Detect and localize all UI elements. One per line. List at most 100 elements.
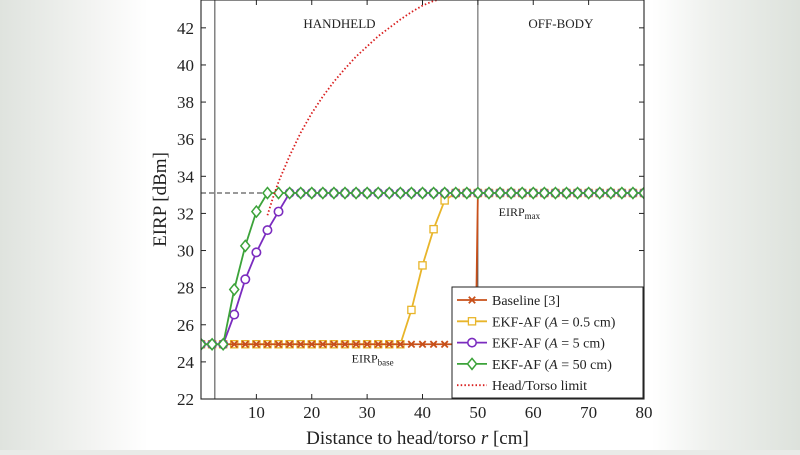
point-baseline xyxy=(241,340,250,349)
point-ekf-a50 xyxy=(228,282,240,297)
point-ekf-a50 xyxy=(350,186,362,200)
point-ekf-a50 xyxy=(461,186,473,200)
point-baseline xyxy=(263,340,272,349)
series-head-torso-limit xyxy=(266,0,442,216)
background-left xyxy=(0,0,148,450)
point-ekf-a5 xyxy=(262,225,273,236)
legend-item-baseline: Baseline [3] xyxy=(457,294,560,309)
point-ekf-a50 xyxy=(638,186,644,200)
legend-item-head-torso-limit: Head/Torso limit xyxy=(457,379,587,394)
legend-label: Baseline [3] xyxy=(492,294,560,309)
point-baseline xyxy=(385,340,394,349)
x-tick-label: 60 xyxy=(525,403,542,422)
point-ekf-a50 xyxy=(483,186,495,200)
point-ekf-a50 xyxy=(317,186,329,200)
point-baseline xyxy=(440,340,449,349)
point-ekf-a50 xyxy=(627,186,639,200)
legend-swatch-marker xyxy=(467,317,477,326)
point-ekf-a5 xyxy=(229,309,240,320)
point-baseline xyxy=(363,340,371,349)
point-ekf-a50 xyxy=(201,337,207,351)
point-ekf-a50 xyxy=(494,186,506,200)
eirp-chart: HANDHELD OFF-BODY EIRPmax EIRPbase 22 24 26 28… xyxy=(150,0,653,449)
x-tick-label: 20 xyxy=(303,403,320,422)
y-tick-label: 40 xyxy=(177,56,194,75)
legend-swatch-marker xyxy=(468,296,476,304)
y-tick-label: 24 xyxy=(177,353,195,372)
point-baseline xyxy=(274,340,283,349)
point-ekf-a50 xyxy=(472,186,484,200)
legend-item-ekf-a5: EKF-AF (A = 5 cm) xyxy=(457,337,605,352)
series-layer xyxy=(201,0,644,351)
point-ekf-a50 xyxy=(328,186,340,200)
point-ekf-a50 xyxy=(405,186,417,200)
point-ekf-a50 xyxy=(439,186,451,200)
legend-swatch-marker xyxy=(466,337,477,348)
x-tick-label: 80 xyxy=(636,403,653,422)
y-tick-label: 28 xyxy=(177,279,194,298)
y-tick-label: 38 xyxy=(177,93,194,112)
point-baseline xyxy=(341,340,349,349)
background-right xyxy=(652,0,800,450)
x-axis-label: Distance to head/torso r [cm] xyxy=(306,428,529,449)
point-ekf-a05 xyxy=(407,305,416,315)
point-ekf-a50 xyxy=(505,186,517,200)
y-tick-label: 30 xyxy=(177,242,194,261)
point-baseline xyxy=(307,340,316,349)
x-tick-label: 10 xyxy=(248,403,265,422)
point-baseline xyxy=(407,340,416,349)
point-ekf-a50 xyxy=(339,186,351,200)
legend-swatch-marker xyxy=(466,357,478,371)
y-tick-label: 36 xyxy=(177,130,194,149)
point-ekf-a05 xyxy=(429,224,438,234)
point-ekf-a50 xyxy=(295,186,307,200)
point-ekf-a50 xyxy=(594,186,606,200)
series-line-head-torso-limit xyxy=(266,0,442,216)
point-ekf-a50 xyxy=(616,186,628,200)
x-tick-label: 30 xyxy=(359,403,376,422)
point-ekf-a50 xyxy=(516,186,528,200)
point-baseline xyxy=(285,340,294,349)
legend-label: EKF-AF (A = 5 cm) xyxy=(492,337,605,352)
point-ekf-a50 xyxy=(428,186,440,200)
eirp-max-label: EIRPmax xyxy=(499,205,541,221)
point-ekf-a5 xyxy=(251,247,262,258)
point-ekf-a50 xyxy=(417,186,428,200)
y-tick-label: 26 xyxy=(177,316,194,335)
legend: Baseline [3] EKF-AF (A = 0.5 cm) EKF-AF (A… xyxy=(451,286,644,399)
point-baseline xyxy=(396,340,405,349)
y-axis-label: EIRP [dBm] xyxy=(150,152,171,247)
point-baseline xyxy=(318,340,327,349)
series-ekf-a50 xyxy=(201,186,644,351)
point-ekf-a50 xyxy=(561,186,572,200)
point-ekf-a50 xyxy=(605,186,617,200)
y-tick-label: 42 xyxy=(177,19,194,38)
point-ekf-a50 xyxy=(250,204,262,219)
point-baseline xyxy=(418,340,427,349)
point-baseline xyxy=(374,340,383,349)
point-baseline xyxy=(252,340,261,349)
eirp-base-label: EIRPbase xyxy=(352,351,394,367)
point-ekf-a5 xyxy=(240,274,251,285)
x-tick-label: 70 xyxy=(580,403,597,422)
region-label-handheld: HANDHELD xyxy=(303,16,375,31)
point-ekf-a50 xyxy=(583,186,595,200)
point-ekf-a50 xyxy=(372,186,384,200)
x-tick-label: 40 xyxy=(414,403,431,422)
point-baseline xyxy=(330,340,338,349)
legend-label: Head/Torso limit xyxy=(492,379,587,394)
point-ekf-a50 xyxy=(206,337,218,351)
y-tick-label: 32 xyxy=(177,204,194,223)
point-baseline xyxy=(429,340,438,349)
y-tick-label: 22 xyxy=(177,390,194,409)
point-ekf-a50 xyxy=(450,186,462,200)
point-ekf-a50 xyxy=(239,239,251,253)
y-tick-label: 34 xyxy=(177,167,195,186)
region-label-off-body: OFF-BODY xyxy=(528,16,594,31)
point-baseline xyxy=(230,340,239,349)
point-ekf-a50 xyxy=(273,186,284,200)
figure-panel: HANDHELD OFF-BODY EIRPmax EIRPbase 22 24 26 28… xyxy=(148,0,653,450)
legend-item-ekf-a05: EKF-AF (A = 0.5 cm) xyxy=(457,315,616,330)
point-ekf-a50 xyxy=(527,186,539,200)
point-ekf-a5 xyxy=(273,206,284,217)
